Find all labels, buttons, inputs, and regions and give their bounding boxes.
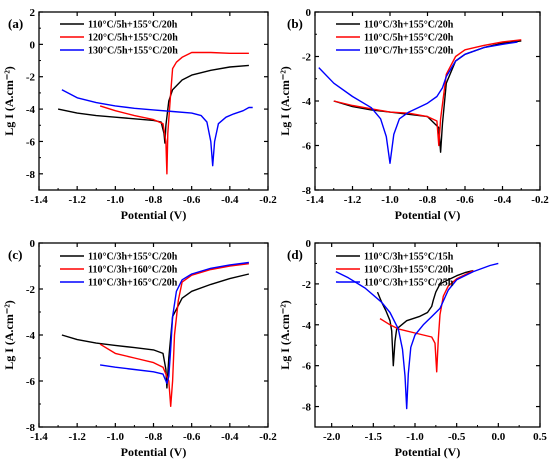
y-tick-label: -2: [302, 279, 312, 291]
x-axis-label: Potential (V): [121, 445, 187, 459]
x-tick-label: 0.0: [491, 431, 505, 443]
series-line-2: [333, 39, 522, 147]
y-tick-label: 0: [306, 238, 312, 250]
legend: 110°C/3h+155°C/15h 110°C/3h+155°C/20h 110°…: [336, 252, 454, 289]
x-tick-label: -1.2: [344, 194, 362, 206]
x-tick-label: -0.2: [531, 194, 549, 206]
series-line-3: [335, 262, 499, 410]
y-tick-label: 2: [30, 7, 36, 19]
x-axis-label: Potential (V): [395, 208, 461, 222]
y-tick-label: -6: [302, 361, 312, 373]
y-tick-label: -6: [26, 136, 36, 148]
y-tick-label: -4: [26, 104, 36, 116]
x-tick-label: -1.5: [365, 431, 383, 443]
x-tick-label: -0.8: [145, 194, 163, 206]
x-tick-label: -0.6: [456, 194, 474, 206]
series-line-1: [376, 269, 474, 367]
series-line-1: [61, 273, 250, 389]
y-axis-label: Lg I (A.cm⁻²): [2, 66, 16, 136]
series-line-3: [61, 89, 253, 167]
y-tick-label: -8: [26, 169, 36, 181]
series-line-1: [333, 40, 522, 153]
panel-label: (b): [287, 16, 303, 31]
y-tick-label: -6: [302, 141, 312, 153]
legend: 110°C/5h+155°C/20h 120°C/5h+155°C/20h 130°…: [60, 20, 178, 57]
legend-entry: 130°C/5h+155°C/20h: [88, 46, 178, 57]
plot-frame: [314, 242, 541, 428]
x-tick-label: 0.5: [533, 431, 547, 443]
y-tick-label: 0: [306, 7, 312, 19]
legend-entry: 110°C/5h+155°C/20h: [364, 33, 454, 44]
y-tick-label: -2: [302, 52, 312, 64]
legend-entry: 110°C/3h+165°C/20h: [88, 278, 178, 289]
x-tick-label: -0.6: [183, 194, 201, 206]
x-tick-label: -0.2: [259, 194, 277, 206]
y-tick-label: -8: [302, 185, 312, 197]
panel-a: -1.4 -1.2 -1.0 -0.8 -0.6 -0.4 -0.2 -8 -6 -4 -2 0 2 11…: [2, 7, 277, 222]
series-line-3: [318, 41, 518, 165]
panel-d: -2.0 -1.5 -1.0 -0.5 0.0 0.5 -8 -6 -4 -2 0 110°C/3h+…: [278, 238, 547, 459]
legend-entry: 110°C/7h+155°C/20h: [364, 46, 454, 57]
panel-b: -1.4 -1.2 -1.0 -0.8 -0.6 -0.4 -0.2 -8 -6 -4 -2 0 110…: [278, 7, 549, 222]
series-line-2: [99, 263, 249, 407]
y-tick-label: -4: [302, 320, 312, 332]
panel-label: (c): [8, 247, 22, 262]
x-axis-label: Potential (V): [395, 445, 461, 459]
x-tick-label: -1.4: [30, 194, 48, 206]
panel-label: (d): [287, 247, 303, 262]
y-tick-label: -2: [26, 72, 36, 84]
x-tick-label: -0.2: [259, 431, 277, 443]
y-tick-label: -8: [26, 422, 36, 434]
y-axis-label: Lg I (A.cm⁻²): [278, 300, 292, 370]
series-line-1: [57, 64, 249, 144]
y-tick-label: 0: [30, 238, 36, 250]
legend-entry: 110°C/3h+155°C/20h: [364, 20, 454, 31]
legend-entry: 110°C/3h+160°C/20h: [88, 265, 178, 276]
x-tick-label: -0.8: [145, 431, 163, 443]
series-line-2: [99, 51, 249, 175]
x-tick-label: -1.2: [68, 194, 86, 206]
legend: 110°C/3h+155°C/20h 110°C/3h+160°C/20h 110°…: [60, 252, 178, 289]
y-tick-label: -4: [302, 96, 312, 108]
y-axis-label: Lg I (A.cm⁻²): [278, 66, 292, 136]
x-tick-label: -1.0: [107, 431, 125, 443]
x-tick-label: -0.6: [183, 431, 201, 443]
y-axis-label: Lg I (A.cm⁻²): [2, 300, 16, 370]
x-tick-label: -0.5: [448, 431, 466, 443]
x-tick-label: -0.8: [419, 194, 437, 206]
x-tick-label: -0.4: [221, 431, 239, 443]
legend-entry: 110°C/3h+155°C/15h: [364, 252, 454, 263]
x-tick-label: -1.4: [30, 431, 48, 443]
y-tick-label: -4: [26, 330, 36, 342]
y-tick-label: 0: [30, 39, 36, 51]
y-tick-label: -8: [302, 402, 312, 414]
x-axis-label: Potential (V): [121, 208, 187, 222]
legend-entry: 110°C/3h+155°C/20h: [88, 252, 178, 263]
series-line-2: [379, 269, 474, 373]
legend: 110°C/3h+155°C/20h 110°C/5h+155°C/20h 110°…: [336, 20, 454, 57]
series-line-3: [99, 261, 249, 384]
y-tick-label: -2: [26, 284, 36, 296]
x-tick-label: -0.4: [494, 194, 512, 206]
x-tick-label: -0.4: [221, 194, 239, 206]
panel-label: (a): [8, 16, 23, 31]
x-tick-label: -1.0: [406, 431, 424, 443]
legend-entry: 120°C/5h+155°C/20h: [88, 33, 178, 44]
x-tick-label: -1.2: [68, 431, 86, 443]
x-tick-label: -1.0: [381, 194, 399, 206]
y-tick-label: -6: [26, 376, 36, 388]
x-tick-label: -1.0: [107, 194, 125, 206]
legend-entry: 110°C/3h+155°C/25h: [364, 278, 454, 289]
legend-entry: 110°C/3h+155°C/20h: [364, 265, 454, 276]
panel-c: -1.4 -1.2 -1.0 -0.8 -0.6 -0.4 -0.2 -8 -6 -4 -2 0 110…: [2, 238, 277, 459]
x-tick-label: -1.4: [306, 194, 324, 206]
legend-entry: 110°C/5h+155°C/20h: [88, 20, 178, 31]
x-tick-label: -2.0: [323, 431, 341, 443]
